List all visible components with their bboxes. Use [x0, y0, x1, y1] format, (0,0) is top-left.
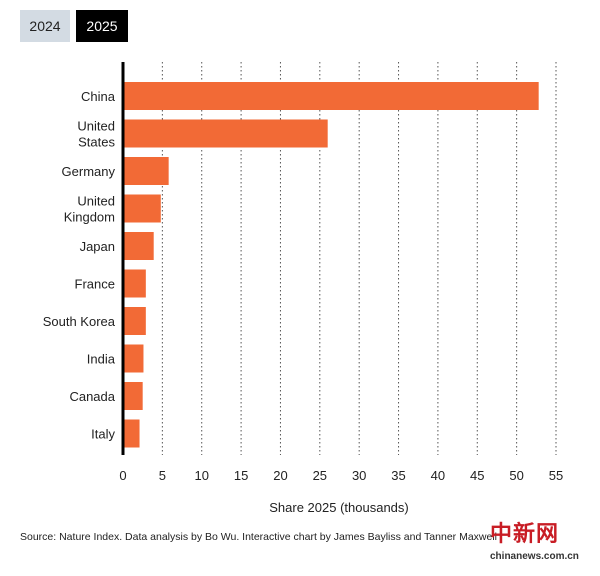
- x-tick-label: 25: [313, 468, 327, 483]
- category-label: United States: [77, 119, 115, 150]
- x-axis-title: Share 2025 (thousands): [269, 500, 408, 515]
- x-tick-label: 30: [352, 468, 366, 483]
- bar: [123, 232, 154, 260]
- x-tick-label: 5: [159, 468, 166, 483]
- bar: [123, 82, 539, 110]
- year-tabs: 2024 2025: [20, 10, 128, 42]
- category-labels: China United States Germany United Kingdom Jap…: [43, 89, 116, 442]
- x-tick-label: 15: [234, 468, 248, 483]
- category-label: Germany: [62, 164, 116, 179]
- source-note: Source: Nature Index. Data analysis by B…: [20, 531, 498, 543]
- watermark-main-text: 中新网: [490, 521, 560, 547]
- chinanews-watermark-logo: 中新网 chinanews.com.cn: [490, 516, 586, 572]
- x-tick-label: 35: [391, 468, 405, 483]
- x-axis-ticks: 0 5 10 15 20 25 30 35 40 45 50 55: [119, 468, 563, 483]
- category-label: France: [75, 277, 115, 292]
- x-tick-label: 55: [549, 468, 563, 483]
- category-label: China: [81, 89, 116, 104]
- bar: [123, 344, 144, 373]
- bar: [123, 119, 328, 148]
- x-tick-label: 45: [470, 468, 484, 483]
- x-tick-label: 10: [194, 468, 208, 483]
- tab-2025[interactable]: 2025: [76, 10, 128, 42]
- bar: [123, 382, 143, 410]
- x-tick-label: 50: [509, 468, 523, 483]
- x-tick-label: 0: [119, 468, 126, 483]
- bar: [123, 419, 140, 448]
- category-label: South Korea: [43, 314, 116, 329]
- category-label: Italy: [91, 427, 115, 442]
- bar-chart: China United States Germany United Kingdom Jap…: [43, 62, 563, 515]
- category-label: United Kingdom: [64, 194, 115, 225]
- tab-2024[interactable]: 2024: [20, 10, 70, 42]
- bar: [123, 307, 146, 335]
- bar: [123, 157, 169, 185]
- bars: [123, 82, 539, 448]
- category-label: Canada: [69, 389, 115, 404]
- x-tick-label: 40: [431, 468, 445, 483]
- category-label: India: [87, 352, 116, 367]
- category-label: Japan: [80, 239, 115, 254]
- x-tick-label: 20: [273, 468, 287, 483]
- bar: [123, 269, 146, 298]
- watermark-sub-text: chinanews.com.cn: [490, 551, 579, 562]
- bar: [123, 194, 161, 223]
